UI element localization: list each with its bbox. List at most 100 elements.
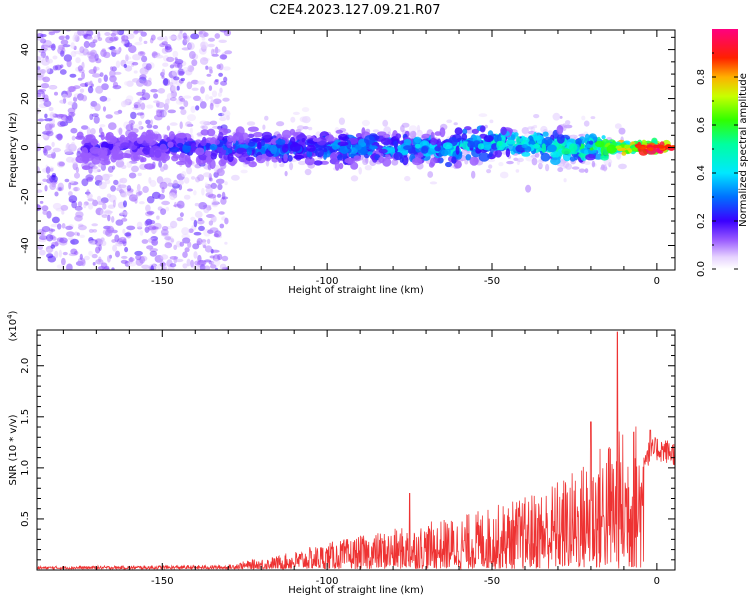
spectrogram-cell xyxy=(164,35,168,43)
spectrogram-cell xyxy=(355,144,362,151)
spectrogram-cell xyxy=(61,223,66,229)
spectrogram-cell xyxy=(60,50,65,57)
spectrogram-cell xyxy=(111,48,121,53)
spectrogram-cell xyxy=(144,220,150,227)
snr-y-multiplier-close: ) xyxy=(8,310,19,314)
spectrogram-cell xyxy=(43,23,48,28)
spectrogram-cell xyxy=(190,259,195,268)
spectrogram-cell xyxy=(141,89,146,94)
spectrogram-cell xyxy=(92,262,96,266)
spectrogram-cell xyxy=(50,223,59,228)
spectrogram-cell xyxy=(136,138,144,144)
spectrogram-cell xyxy=(631,147,638,151)
spectrogram-cell xyxy=(199,264,206,270)
spectrogram-cell xyxy=(599,166,608,171)
spectrogram-cell xyxy=(426,148,436,155)
spectrogram-cell xyxy=(391,159,399,166)
spectrogram-cell xyxy=(90,127,96,135)
spectrogram-cell xyxy=(247,133,255,138)
spectrogram-cell xyxy=(69,73,77,78)
spectrogram-cell xyxy=(324,135,335,142)
spectrogram-cell xyxy=(123,200,127,208)
spectrogram-cell xyxy=(154,54,164,59)
spectrogram-cell xyxy=(118,236,127,243)
spectrogram-cell xyxy=(70,141,76,149)
spectrogram-cell xyxy=(67,237,74,241)
snr-x-axis: -150 -100 -50 0 xyxy=(62,330,660,587)
spectrogram-cell xyxy=(100,131,105,141)
spectrogram-cell xyxy=(190,143,196,151)
spectrogram-cell xyxy=(488,164,493,169)
spectrogram-cell xyxy=(58,249,63,258)
spectrogram-cell xyxy=(79,234,85,238)
spectrogram-cell xyxy=(247,126,259,132)
spectrogram-cell xyxy=(205,65,209,70)
spectrogram-cell xyxy=(231,174,240,181)
spectrogram-cell xyxy=(298,160,307,166)
spectrogram-cell xyxy=(66,231,75,238)
spectrogram-cell xyxy=(45,66,51,73)
spectrogram-cell xyxy=(42,76,51,83)
spectrogram-cell xyxy=(191,87,199,91)
spectrogram-cell xyxy=(131,165,139,173)
spectrogram-cell xyxy=(276,121,285,127)
spectrogram-cell xyxy=(37,189,43,193)
spectrogram-cell xyxy=(301,138,306,143)
spectrogram-cell xyxy=(52,147,61,153)
spectrogram-cell xyxy=(175,258,184,263)
spectrogram-cell xyxy=(556,134,565,144)
spectrogram-cell xyxy=(107,214,111,222)
spectrogram-cell xyxy=(166,125,171,131)
spectrogram-cell xyxy=(115,250,120,258)
spectrogram-cell xyxy=(207,43,215,48)
spectrogram-cell xyxy=(302,126,309,130)
spectrogram-cell xyxy=(296,125,305,131)
spectrogram-cell xyxy=(151,238,159,246)
spectrogram-cell xyxy=(153,100,161,104)
spectrogram-cell xyxy=(177,68,185,76)
spectrogram-cell xyxy=(204,182,208,187)
spectrogram-cell xyxy=(127,261,137,267)
spectrogram-cell xyxy=(65,156,75,163)
spectrogram-cell xyxy=(183,35,188,40)
spectrogram-cell xyxy=(170,238,175,243)
spectrogram-cell xyxy=(95,258,104,265)
spectrogram-cell xyxy=(222,97,230,102)
spectrogram-cell xyxy=(165,98,170,105)
spectrogram-cell xyxy=(189,127,193,134)
spectrogram-cell xyxy=(108,122,117,130)
spectrogram-cell xyxy=(306,144,316,152)
spectrogram-cell xyxy=(60,39,69,45)
spectrogram-cell xyxy=(216,168,225,177)
spectrogram-cell xyxy=(67,101,74,106)
spectrogram-frame xyxy=(36,29,676,271)
spectrogram-cell xyxy=(50,244,56,249)
spectrogram-cell xyxy=(155,133,162,142)
spectrogram-cell xyxy=(106,225,115,234)
spectrogram-cell xyxy=(278,157,282,163)
x-tick-label: -50 xyxy=(484,276,500,287)
spectrogram-cell xyxy=(118,127,123,136)
spectrogram-cell xyxy=(179,106,185,110)
spectrogram-cell xyxy=(182,251,188,258)
spectrogram-cell xyxy=(196,80,206,85)
spectrogram-cell xyxy=(393,140,399,148)
spectrogram-cell xyxy=(355,133,363,138)
spectrogram-cell xyxy=(57,223,62,230)
spectrogram-cell xyxy=(581,115,586,121)
spectrogram-cell xyxy=(193,251,198,259)
spectrogram-cell xyxy=(583,120,590,127)
spectrogram-cell xyxy=(100,159,111,166)
spectrogram-cell xyxy=(111,25,119,29)
spectrogram-cell xyxy=(44,185,48,192)
spectrogram-cell xyxy=(86,189,90,196)
spectrogram-cell xyxy=(113,111,121,115)
spectrogram-cell xyxy=(77,224,87,231)
spectrogram-cell xyxy=(618,163,627,170)
spectrogram-cell xyxy=(205,94,210,101)
spectrogram-cell xyxy=(313,160,323,166)
spectrogram-cell xyxy=(109,70,116,78)
spectrogram-cell xyxy=(181,47,191,51)
spectrogram-cell xyxy=(199,120,208,125)
spectrogram-cell xyxy=(312,137,321,142)
